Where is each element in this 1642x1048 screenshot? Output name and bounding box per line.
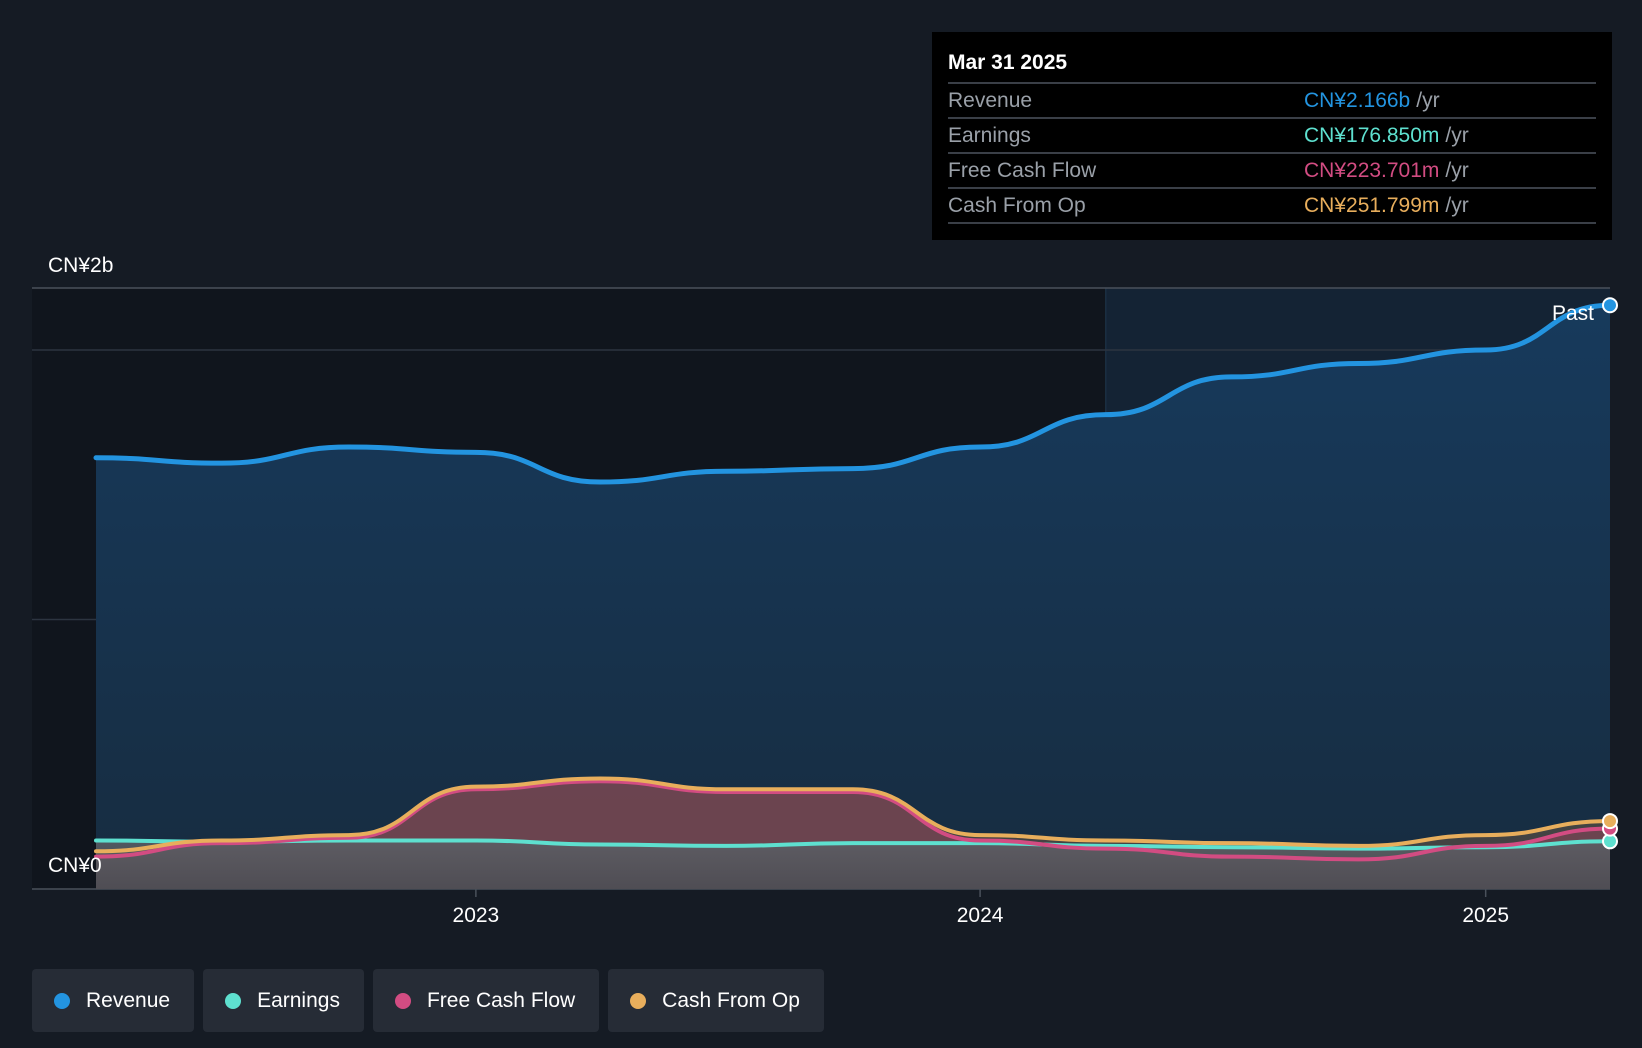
legend-label: Cash From Op [662,988,800,1012]
tooltip-label: Cash From Op [948,194,1086,217]
tooltip-value: CN¥223.701m [1304,159,1440,182]
x-tick-label: 2023 [453,904,500,927]
area-earnings [96,840,1610,889]
line-earnings [94,838,1612,851]
tooltip-unit: /yr [1416,89,1440,112]
tooltip-row-cash-from-op: Cash From Op CN¥251.799m /yr [948,187,1596,224]
tooltip-label: Earnings [948,124,1031,147]
tooltip: Mar 31 2025 Revenue CN¥2.166b /yr Earnin… [932,32,1612,240]
past-label: Past [1552,302,1594,325]
axis-labels: CN¥2b CN¥0 2023 2024 2025 Past [48,254,1594,927]
legend-dot-icon [225,992,242,1009]
legend-label: Revenue [86,988,171,1012]
tooltip-label: Revenue [948,89,1033,112]
tooltip-label: Free Cash Flow [948,159,1097,182]
line-free-cash-flow [94,779,1612,862]
tooltip-unit: /yr [1445,159,1469,182]
x-tick-label: 2025 [1462,904,1509,927]
line-revenue [93,302,1613,485]
data-point [1602,813,1618,830]
x-tick-label: 2024 [957,904,1004,927]
series-areas [96,305,1610,890]
tooltip-row-revenue: Revenue CN¥2.166b /yr [948,82,1596,117]
legend-item-free-cash-flow[interactable]: Free Cash Flow [372,969,600,1032]
data-point [1602,297,1618,314]
tooltip-value: CN¥176.850m [1304,124,1440,147]
series-lines [93,302,1613,862]
tooltip-unit: /yr [1445,124,1469,147]
legend-dot-icon [394,992,411,1009]
legend-dot-icon [54,992,70,1009]
area-revenue [96,305,1610,890]
legend-item-cash-from-op[interactable]: Cash From Op [608,969,824,1032]
tooltip-value: CN¥251.799m [1304,194,1440,217]
tooltip-unit: /yr [1445,194,1469,217]
tooltip-row-free-cash-flow: Free Cash Flow CN¥223.701m /yr [948,152,1596,187]
line-cash-from-op [94,776,1612,854]
series-end-markers [1602,297,1618,850]
tooltip-row-earnings: Earnings CN¥176.850m /yr [948,117,1596,152]
legend: Revenue Earnings Free Cash Flow Cash Fro… [32,969,824,1032]
y-axis-label-top: CN¥2b [48,254,113,277]
legend-label: Earnings [257,988,340,1012]
y-axis-label-zero: CN¥0 [48,854,102,877]
tooltip-date: Mar 31 2025 [948,51,1068,74]
legend-label: Free Cash Flow [426,988,576,1012]
legend-dot-icon [630,992,647,1009]
legend-item-revenue[interactable]: Revenue [32,969,195,1032]
tooltip-value: CN¥2.166b [1304,89,1411,112]
legend-item-earnings[interactable]: Earnings [203,969,364,1032]
